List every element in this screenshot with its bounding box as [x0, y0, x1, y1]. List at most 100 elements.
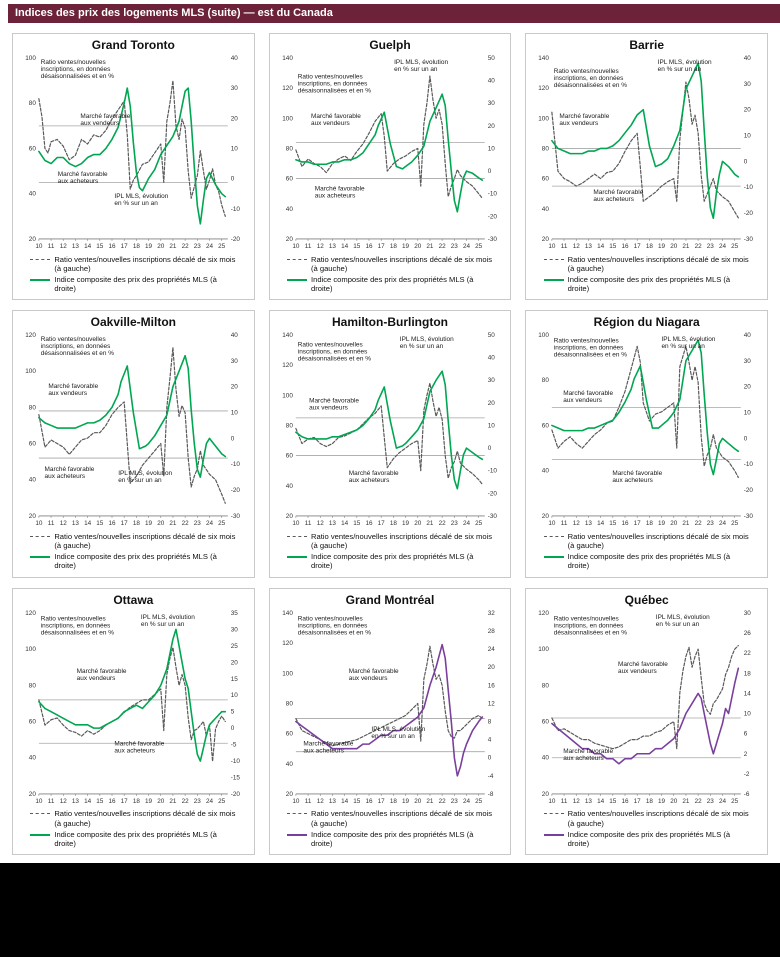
right-axis-tick-label: 30	[487, 377, 495, 384]
annotation-ratio: inscriptions, en données	[41, 343, 111, 350]
left-axis-tick-label: 100	[539, 115, 550, 122]
mls-price-index-line	[38, 355, 227, 479]
x-tick-label: 10	[549, 243, 557, 250]
annotation-sellers: aux vendeurs	[48, 390, 87, 397]
dashed-line-swatch	[286, 536, 307, 538]
x-tick-label: 10	[35, 520, 43, 527]
annotation-ratio: désaisonnalisées et en %	[41, 629, 114, 636]
left-axis-tick-label: 40	[29, 477, 37, 484]
right-axis-tick-label: 40	[487, 355, 495, 362]
annotation-ratio: désaisonnalisées et en %	[41, 350, 114, 357]
left-axis-tick-label: 120	[539, 610, 550, 617]
x-tick-label: 18	[646, 520, 654, 527]
solid-line-swatch	[30, 833, 51, 836]
right-axis-tick-label: -30	[744, 236, 754, 243]
page-title: Indices des prix des logements MLS (suit…	[15, 7, 333, 19]
left-axis-tick-label: 20	[285, 236, 293, 243]
left-axis-tick-label: 40	[285, 483, 293, 490]
right-axis-tick-label: -20	[231, 236, 241, 243]
x-tick-label: 11	[48, 797, 55, 804]
legend-label: Ratio ventes/nouvelles inscriptions déca…	[567, 532, 749, 551]
mls-price-index-line	[294, 93, 483, 213]
chart-legend: Ratio ventes/nouvelles inscriptions déca…	[529, 255, 764, 293]
x-tick-label: 20	[414, 243, 422, 250]
legend-item-price: Indice composite des prix des propriétés…	[286, 552, 493, 570]
left-axis-tick-label: 40	[285, 206, 293, 213]
legend-item-price: Indice composite des prix des propriétés…	[543, 830, 750, 848]
annotation-ratio: Ratio ventes/nouvelles	[554, 338, 619, 345]
left-axis-tick-label: 20	[542, 513, 550, 520]
x-tick-label: 18	[390, 243, 398, 250]
x-tick-label: 13	[329, 243, 337, 250]
right-axis-tick-label: 40	[231, 332, 239, 339]
x-tick-label: 16	[108, 243, 116, 250]
x-tick-label: 15	[96, 797, 104, 804]
left-axis-tick-label: 20	[542, 236, 550, 243]
right-axis-tick-label: -20	[744, 210, 754, 217]
right-axis-tick-label: 30	[487, 100, 495, 107]
right-axis-tick-label: 4	[487, 736, 491, 743]
x-tick-label: 20	[157, 520, 165, 527]
sales-to-listings-ratio-line	[294, 382, 483, 486]
right-axis-tick-label: 20	[487, 123, 495, 130]
right-axis-tick-label: 20	[744, 107, 752, 114]
chart-plot: 10 11 12 13 14 15 16 17 18 19 20 21 22 23 24 25 20 40 60 80…	[25, 610, 241, 805]
left-axis-tick-label: 100	[282, 115, 293, 122]
left-axis-tick-label: 120	[25, 610, 36, 617]
right-axis-tick-label: -20	[231, 487, 241, 494]
annotation-buyers: Marché favorable	[348, 470, 398, 477]
x-tick-label: 21	[426, 520, 434, 527]
annotation-ipl: en % sur un an	[394, 66, 438, 73]
annotation-ipl: en % sur un an	[371, 733, 415, 740]
right-axis-tick-label: 0	[744, 158, 748, 165]
annotation-buyers: aux acheteurs	[594, 196, 635, 203]
right-axis-tick-label: 24	[487, 646, 495, 653]
right-axis-tick-label: -20	[231, 791, 241, 798]
right-axis-tick-label: 0	[231, 436, 235, 443]
legend-label: Indice composite des prix des propriétés…	[54, 552, 217, 571]
legend-item-price: Indice composite des prix des propriétés…	[286, 830, 493, 848]
x-tick-label: 11	[48, 520, 55, 527]
dashed-line-swatch	[30, 258, 51, 260]
annotation-ratio: inscriptions, en données	[554, 345, 624, 352]
left-axis-tick-label: 80	[542, 145, 550, 152]
annotation-sellers: Marché favorable	[311, 113, 361, 120]
legend-label: Ratio ventes/nouvelles inscriptions déca…	[54, 532, 236, 551]
chart-title: Ottawa	[113, 592, 154, 607]
x-tick-label: 25	[731, 520, 739, 527]
annotation-sellers: Marché favorable	[309, 398, 359, 405]
annotation-ratio: désaisonnalisées et en %	[554, 629, 627, 636]
left-axis-tick-label: 20	[29, 791, 37, 798]
sales-to-listings-ratio-line	[551, 81, 740, 219]
annotation-ipl: en % sur un an	[656, 620, 700, 627]
left-axis-tick-label: 100	[25, 55, 36, 62]
right-axis-tick-label: -30	[487, 513, 497, 520]
left-axis-tick-label: 120	[282, 640, 293, 647]
right-axis-tick-label: 10	[744, 133, 752, 140]
chart-panel: Oakville-Milton 10 11 12 13 14 15 16 17 18 19 20 21 2…	[12, 310, 255, 578]
annotation-ratio: Ratio ventes/nouvelles	[297, 342, 362, 349]
right-axis-tick-label: 2	[744, 750, 748, 757]
annotation-buyers: aux acheteurs	[45, 473, 86, 480]
x-tick-label: 23	[194, 797, 202, 804]
annotation-ipl: en % sur un an	[118, 477, 162, 484]
legend-item-ratio: Ratio ventes/nouvelles inscriptions déca…	[543, 809, 750, 828]
left-axis-tick-label: 100	[282, 393, 293, 400]
annotation-ipl: IPL MLS, évolution	[394, 59, 448, 66]
left-axis-tick-label: 60	[542, 176, 550, 183]
annotation-ratio: Ratio ventes/nouvelles	[297, 73, 362, 80]
annotation-buyers: Marché favorable	[45, 466, 95, 473]
x-tick-label: 10	[292, 797, 300, 804]
legend-item-price: Indice composite des prix des propriétés…	[30, 275, 236, 293]
annotation-sellers: Marché favorable	[618, 661, 668, 668]
sales-to-listings-ratio-line	[38, 347, 226, 505]
x-tick-label: 22	[182, 243, 190, 250]
left-axis-tick-label: 60	[29, 441, 37, 448]
left-axis-tick-label: 20	[29, 236, 37, 243]
dashed-line-swatch	[30, 536, 51, 538]
annotation-ratio: Ratio ventes/nouvelles	[41, 59, 106, 66]
right-axis-tick-label: -4	[487, 772, 493, 779]
solid-line-swatch	[286, 556, 307, 559]
x-tick-label: 18	[133, 243, 141, 250]
annotation-ratio: inscriptions, en données	[41, 622, 111, 629]
